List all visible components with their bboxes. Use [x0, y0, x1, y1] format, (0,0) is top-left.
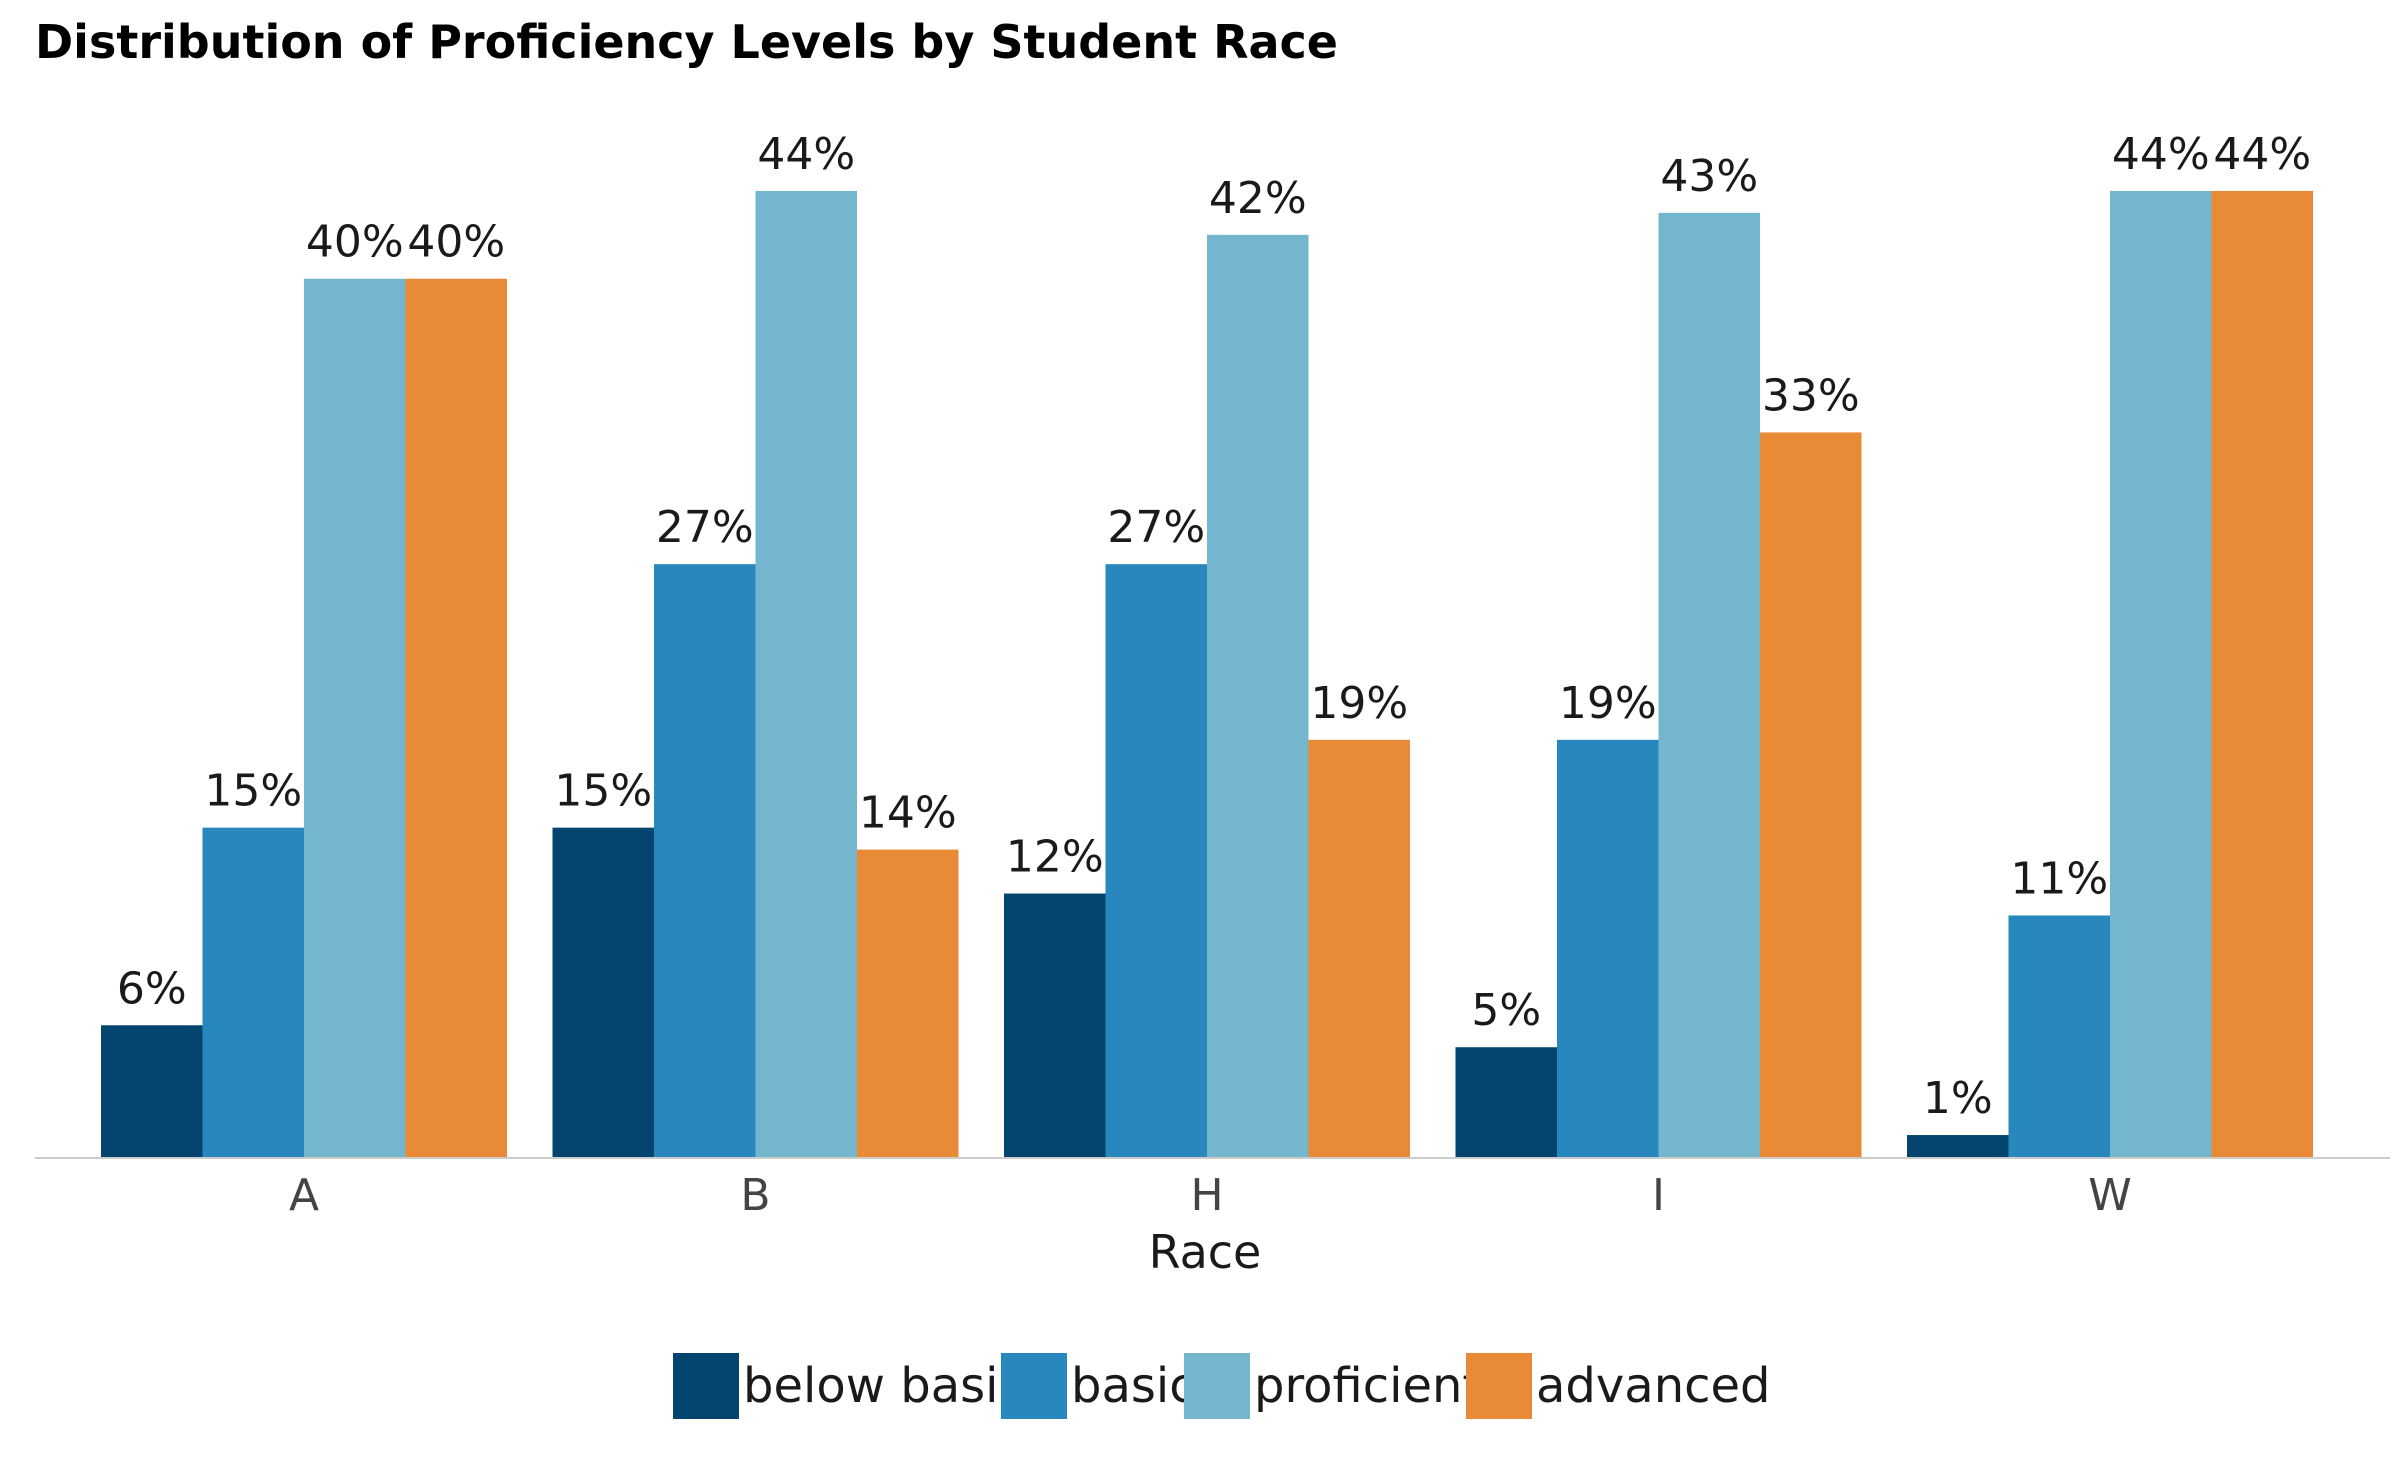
bar-i-proficient: [1658, 212, 1760, 1157]
legend-label-below-basic: below basic: [743, 1358, 1025, 1414]
data-label-b-below-basic: 15%: [554, 766, 652, 817]
data-label-i-basic: 19%: [1559, 678, 1657, 729]
legend-swatch-basic: [1001, 1353, 1067, 1419]
bar-h-proficient: [1207, 234, 1309, 1158]
data-label-b-basic: 27%: [656, 502, 754, 553]
legend-swatch-proficient: [1184, 1353, 1250, 1419]
bar-i-basic: [1557, 739, 1659, 1157]
data-label-w-below-basic: 1%: [1923, 1073, 1993, 1124]
bar-i-advanced: [1760, 432, 1862, 1157]
bar-a-below-basic: [101, 1025, 203, 1157]
bar-b-advanced: [857, 849, 959, 1157]
data-label-h-advanced: 19%: [1310, 678, 1408, 729]
data-label-w-advanced: 44%: [2213, 129, 2311, 180]
bar-h-advanced: [1308, 739, 1410, 1157]
x-tick-label-b: B: [740, 1170, 770, 1221]
legend-swatch-below-basic: [673, 1353, 739, 1419]
x-tick-label-h: H: [1190, 1170, 1223, 1221]
bar-a-proficient: [304, 278, 406, 1157]
data-labels-layer: 6% 15% 40% 40% 15% 27% 44% 14% 12% 27% 42% 19% 5% 19%…: [117, 129, 2311, 1124]
data-label-h-basic: 27%: [1107, 502, 1205, 553]
bar-w-below-basic: [1907, 1135, 2009, 1157]
bar-h-basic: [1105, 564, 1207, 1157]
bar-w-advanced: [2211, 190, 2313, 1158]
legend-label-advanced: advanced: [1536, 1358, 1771, 1414]
bar-w-proficient: [2110, 190, 2212, 1158]
bar-b-below-basic: [552, 827, 654, 1157]
x-tick-label-i: I: [1652, 1170, 1665, 1221]
x-axis-title: Race: [1149, 1225, 1262, 1279]
chart-title: Distribution of Proficiency Levels by St…: [35, 15, 1339, 69]
data-label-h-proficient: 42%: [1209, 173, 1307, 224]
data-label-b-proficient: 44%: [757, 129, 855, 180]
data-label-i-proficient: 43%: [1660, 151, 1758, 202]
data-label-a-basic: 15%: [204, 766, 302, 817]
bar-w-basic: [2008, 915, 2110, 1157]
legend-label-basic: basic: [1071, 1358, 1196, 1414]
data-label-i-below-basic: 5%: [1471, 985, 1541, 1036]
legend-swatch-advanced: [1466, 1353, 1532, 1419]
bar-a-advanced: [405, 278, 507, 1157]
data-label-b-advanced: 14%: [859, 788, 957, 839]
x-tick-label-w: W: [2088, 1170, 2132, 1221]
bars-layer: [101, 190, 2313, 1158]
data-label-w-basic: 11%: [2010, 853, 2108, 904]
bar-a-basic: [202, 827, 304, 1157]
legend-label-proficient: proficient: [1254, 1358, 1481, 1414]
x-tick-label-a: A: [289, 1170, 319, 1221]
data-label-h-below-basic: 12%: [1006, 832, 1104, 883]
data-label-a-proficient: 40%: [306, 217, 404, 268]
data-label-i-advanced: 33%: [1762, 370, 1860, 421]
bar-i-below-basic: [1455, 1047, 1557, 1157]
bar-b-basic: [654, 564, 756, 1157]
data-label-a-advanced: 40%: [407, 217, 505, 268]
legend: below basic basic proficient advanced: [673, 1353, 1771, 1419]
data-label-w-proficient: 44%: [2112, 129, 2210, 180]
data-label-a-below-basic: 6%: [117, 963, 187, 1014]
bar-h-below-basic: [1004, 893, 1106, 1157]
bar-b-proficient: [755, 190, 857, 1158]
